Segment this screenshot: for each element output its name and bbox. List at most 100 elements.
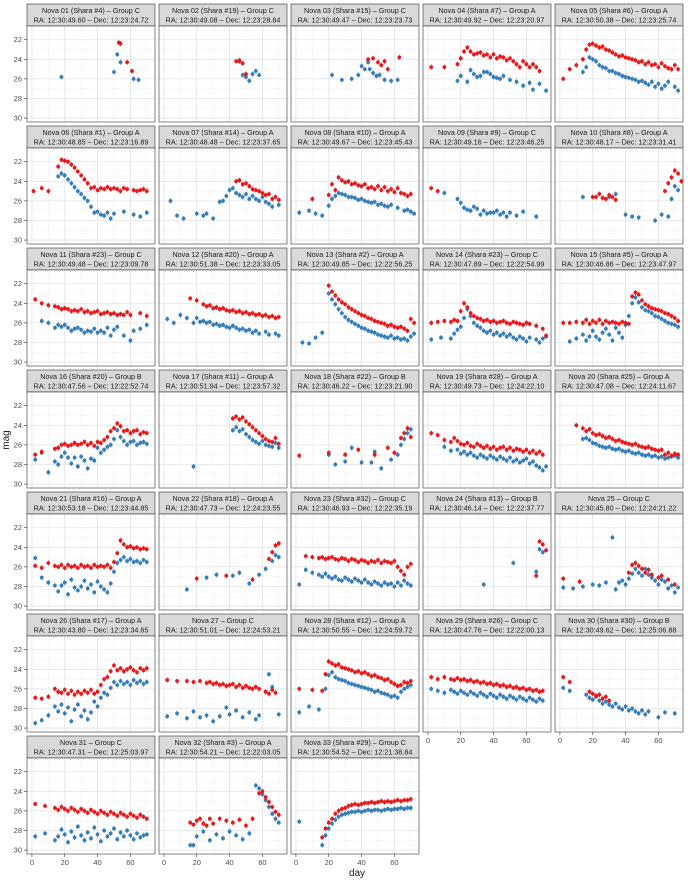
data-point-red (574, 63, 579, 68)
data-point-blue (587, 334, 592, 339)
data-point-blue (669, 197, 674, 201)
data-point-red (326, 193, 331, 197)
data-point-blue (263, 199, 268, 204)
data-point-red (128, 665, 133, 670)
data-point-blue (237, 429, 242, 434)
data-point-blue (669, 583, 674, 588)
data-point-blue (623, 212, 628, 217)
data-point-blue (405, 207, 410, 212)
data-point-blue (257, 73, 262, 77)
data-point-red (501, 55, 506, 60)
data-point-blue (56, 589, 61, 594)
data-point-blue (580, 70, 585, 74)
data-point-red (408, 797, 413, 802)
data-point-red (646, 304, 651, 309)
data-point-red (672, 63, 677, 68)
data-point-blue (544, 88, 548, 93)
data-point-red (468, 443, 473, 448)
data-point-red (82, 564, 87, 569)
data-point-red (250, 311, 255, 316)
data-point-blue (339, 77, 344, 82)
data-point-red (56, 445, 61, 450)
data-point-blue (501, 74, 506, 78)
data-point-blue (108, 216, 113, 221)
data-point-red (72, 564, 77, 568)
data-point-blue (353, 196, 357, 200)
data-point-blue (620, 448, 625, 453)
data-point-blue (253, 197, 258, 201)
data-point-blue (39, 319, 44, 323)
data-point-blue (115, 683, 120, 687)
data-point-blue (385, 582, 390, 587)
data-point-red (339, 665, 344, 670)
data-point-blue (382, 334, 387, 339)
data-point-blue (369, 582, 374, 587)
data-point-red (108, 312, 113, 316)
panel-title-09: Nova 09 (Shara #9) – Group C (438, 128, 536, 137)
panel-plot-area-02 (159, 26, 287, 122)
data-point-red (527, 321, 532, 326)
data-point-blue (240, 326, 245, 331)
data-point-red (95, 689, 100, 694)
data-point-red (405, 194, 410, 198)
data-point-red (498, 320, 503, 324)
data-point-blue (253, 69, 258, 73)
data-point-red (217, 683, 222, 687)
data-point-red (59, 157, 64, 162)
data-point-red (62, 565, 67, 570)
data-point-red (511, 448, 516, 453)
panel-coords-21: RA: 12:30:53.18 – Dec: 12:23:44.85 (34, 504, 149, 513)
data-point-red (59, 442, 64, 447)
data-point-red (191, 680, 196, 684)
data-point-red (521, 449, 526, 454)
data-point-blue (491, 455, 496, 460)
panel-border-33 (290, 757, 420, 855)
data-point-blue (462, 690, 466, 695)
data-point-blue (448, 687, 453, 692)
y-tick-label: 30 (14, 480, 22, 489)
data-point-blue (359, 685, 364, 689)
data-point-red (310, 555, 315, 560)
data-point-red (442, 438, 447, 442)
data-point-blue (494, 695, 499, 700)
data-point-red (339, 300, 344, 305)
data-point-blue (144, 560, 149, 564)
data-point-blue (402, 578, 407, 583)
data-point-red (125, 428, 130, 433)
data-point-blue (620, 578, 625, 583)
data-point-blue (672, 184, 677, 189)
data-point-red (462, 301, 466, 306)
data-point-red (402, 572, 407, 577)
data-point-blue (392, 584, 397, 589)
y-tick-label: 24 (14, 787, 22, 796)
data-point-red (263, 689, 268, 694)
data-point-blue (478, 325, 483, 330)
data-point-blue (653, 84, 658, 89)
data-point-red (508, 56, 512, 61)
data-point-blue (597, 698, 602, 703)
data-point-red (580, 426, 585, 431)
data-point-blue (59, 702, 64, 707)
data-point-red (108, 809, 113, 814)
data-point-blue (448, 448, 453, 453)
data-point-blue (382, 580, 387, 585)
data-point-red (617, 321, 621, 326)
data-point-blue (240, 837, 245, 842)
data-point-red (138, 188, 143, 193)
data-point-blue (330, 73, 334, 77)
data-point-red (92, 809, 97, 814)
data-point-red (330, 555, 334, 560)
data-point-red (31, 189, 36, 194)
y-tick-label: 26 (14, 684, 22, 693)
data-point-blue (316, 707, 321, 712)
data-point-red (452, 318, 457, 322)
data-point-red (108, 565, 113, 570)
data-point-blue (372, 199, 377, 204)
data-point-red (640, 444, 644, 449)
data-point-blue (336, 814, 341, 819)
data-point-red (82, 310, 87, 315)
data-point-red (333, 557, 338, 561)
data-point-red (646, 60, 651, 65)
data-point-red (537, 69, 542, 73)
data-point-blue (633, 451, 638, 456)
